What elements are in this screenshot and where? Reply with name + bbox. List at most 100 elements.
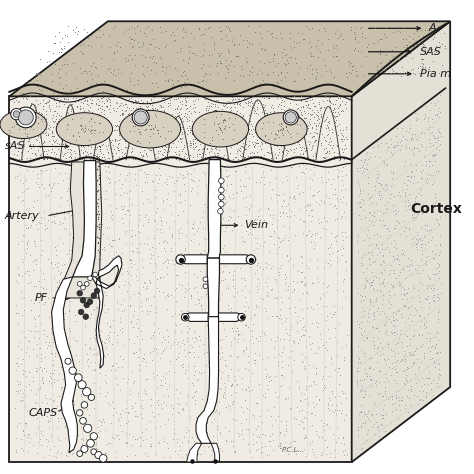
Point <box>390 169 397 177</box>
Point <box>94 143 101 151</box>
Point <box>40 184 47 192</box>
Point <box>80 97 88 105</box>
Point <box>186 143 193 150</box>
Point <box>48 371 56 378</box>
Point <box>210 149 218 157</box>
Point <box>212 140 219 148</box>
Point <box>49 111 57 118</box>
Point <box>298 143 305 150</box>
Point <box>139 38 147 46</box>
Point <box>53 423 60 431</box>
Point <box>431 333 438 341</box>
Point <box>94 95 102 103</box>
Point <box>188 224 195 232</box>
Point <box>29 377 37 384</box>
Point <box>279 142 287 149</box>
Point <box>88 248 95 255</box>
Point <box>18 110 26 118</box>
Point <box>84 107 91 114</box>
Point <box>294 184 301 191</box>
Point <box>173 150 180 158</box>
Point <box>63 108 70 115</box>
Point <box>178 134 186 142</box>
Point <box>310 113 318 120</box>
Point <box>179 454 186 461</box>
Point <box>363 274 370 282</box>
Point <box>305 140 312 147</box>
Point <box>71 337 78 344</box>
Point <box>171 309 178 317</box>
Point <box>218 108 225 116</box>
Point <box>67 255 74 263</box>
Point <box>393 356 401 364</box>
Point <box>277 439 284 447</box>
Point <box>209 383 216 391</box>
Point <box>279 298 286 305</box>
Point <box>376 49 384 57</box>
Point <box>115 415 122 423</box>
Point <box>231 100 238 108</box>
Point <box>339 390 347 397</box>
Point <box>44 130 51 137</box>
Point <box>330 152 337 160</box>
Point <box>412 306 419 313</box>
Point <box>150 145 157 153</box>
Point <box>13 139 21 147</box>
Point <box>46 369 54 376</box>
Point <box>189 137 197 145</box>
Point <box>220 116 228 123</box>
Circle shape <box>132 109 149 126</box>
Point <box>262 431 269 439</box>
Point <box>264 148 272 155</box>
Point <box>139 152 147 159</box>
Point <box>183 75 191 83</box>
Point <box>341 145 348 153</box>
Point <box>122 151 130 158</box>
Point <box>123 405 130 412</box>
Point <box>225 140 233 148</box>
Point <box>124 375 131 383</box>
Point <box>284 394 292 401</box>
Point <box>56 218 64 226</box>
Point <box>437 109 444 116</box>
Point <box>276 305 284 313</box>
Point <box>325 373 332 380</box>
Point <box>66 327 73 335</box>
Point <box>29 412 37 420</box>
Point <box>357 401 365 409</box>
Point <box>143 307 151 315</box>
Point <box>51 60 59 68</box>
Point <box>211 264 219 272</box>
Point <box>312 110 319 118</box>
Point <box>358 376 366 384</box>
Point <box>158 404 166 412</box>
Point <box>312 365 319 372</box>
Point <box>380 157 387 164</box>
Point <box>46 342 54 350</box>
Point <box>174 394 182 402</box>
Point <box>14 342 22 350</box>
Point <box>164 326 171 334</box>
Point <box>331 185 339 192</box>
Circle shape <box>203 284 208 289</box>
Point <box>95 181 103 188</box>
Point <box>19 426 27 433</box>
Point <box>220 120 228 128</box>
Point <box>183 334 191 342</box>
Point <box>21 402 29 410</box>
Point <box>27 223 34 230</box>
Point <box>232 168 239 175</box>
Point <box>283 417 290 425</box>
Point <box>113 144 120 151</box>
Point <box>218 128 226 136</box>
Point <box>127 281 134 289</box>
Point <box>286 304 294 312</box>
Point <box>396 330 404 337</box>
Point <box>83 131 91 139</box>
Point <box>35 155 43 163</box>
Point <box>212 63 220 70</box>
Point <box>334 26 341 34</box>
Point <box>20 386 28 393</box>
Point <box>260 216 268 224</box>
Point <box>256 66 264 73</box>
